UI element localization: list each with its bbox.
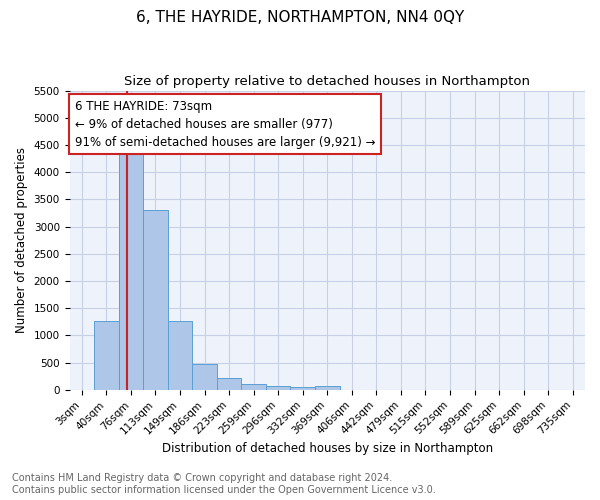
Text: 6, THE HAYRIDE, NORTHAMPTON, NN4 0QY: 6, THE HAYRIDE, NORTHAMPTON, NN4 0QY [136, 10, 464, 25]
Bar [241, 384, 266, 390]
Bar [168, 321, 192, 390]
Title: Size of property relative to detached houses in Northampton: Size of property relative to detached ho… [124, 75, 530, 88]
Text: 6 THE HAYRIDE: 73sqm
← 9% of detached houses are smaller (977)
91% of semi-detac: 6 THE HAYRIDE: 73sqm ← 9% of detached ho… [74, 100, 375, 148]
Bar [119, 153, 143, 390]
Y-axis label: Number of detached properties: Number of detached properties [15, 147, 28, 333]
Bar [266, 386, 290, 390]
Bar [143, 210, 168, 390]
Bar [192, 364, 217, 390]
Bar [217, 378, 241, 390]
Text: Contains HM Land Registry data © Crown copyright and database right 2024.
Contai: Contains HM Land Registry data © Crown c… [12, 474, 436, 495]
Bar [290, 387, 315, 390]
Bar [94, 321, 119, 390]
X-axis label: Distribution of detached houses by size in Northampton: Distribution of detached houses by size … [162, 442, 493, 455]
Bar [315, 386, 340, 390]
